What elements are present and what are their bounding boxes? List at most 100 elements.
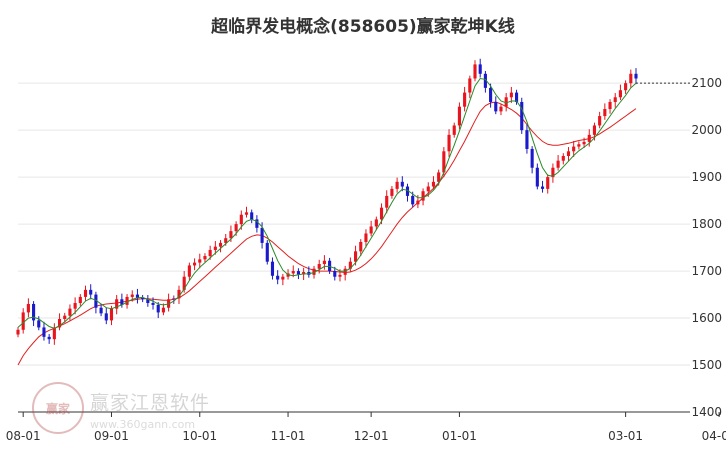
candle-body xyxy=(270,261,275,276)
candle-body xyxy=(239,214,243,225)
x-tick-label: 01-01 xyxy=(442,429,477,443)
x-tick-label: 09-01 xyxy=(94,429,129,443)
candle xyxy=(572,140,576,157)
candle xyxy=(463,86,467,112)
candle-body xyxy=(276,275,280,280)
y-tick-label: 1900 xyxy=(691,170,722,184)
y-tick-label: 1600 xyxy=(691,311,722,325)
y-tick-label: 1700 xyxy=(691,264,722,278)
candle-body xyxy=(411,195,415,205)
candle xyxy=(395,177,399,193)
candle-body xyxy=(447,134,451,152)
candle xyxy=(634,68,638,85)
candle xyxy=(400,176,404,192)
candle xyxy=(172,295,176,304)
candle-body xyxy=(198,259,202,263)
candle xyxy=(473,60,477,82)
candle-body xyxy=(250,212,254,220)
candle-body xyxy=(551,167,555,178)
candle xyxy=(452,122,456,138)
candle-body xyxy=(379,207,384,220)
candle xyxy=(556,155,560,171)
candle-body xyxy=(421,191,425,201)
candle-body xyxy=(369,226,373,234)
candle-body xyxy=(109,308,114,321)
y-tick-label: 1500 xyxy=(691,358,722,372)
candle-body xyxy=(125,296,129,305)
candle xyxy=(561,153,565,165)
candle-body xyxy=(608,101,612,110)
candle xyxy=(244,206,249,218)
ma-short-line xyxy=(17,77,637,329)
candle-body xyxy=(322,260,326,265)
candle xyxy=(489,83,493,108)
candle-body xyxy=(348,261,352,269)
candle-body xyxy=(509,92,513,98)
candle-body xyxy=(494,101,498,112)
candle xyxy=(21,308,25,334)
candle xyxy=(333,266,337,281)
candle xyxy=(566,147,571,161)
candle xyxy=(167,293,171,312)
candle xyxy=(629,69,633,88)
candle-body xyxy=(359,241,363,252)
candle-body xyxy=(130,294,134,297)
candle-body xyxy=(457,106,461,126)
candle-body xyxy=(218,242,223,247)
candle-body xyxy=(16,329,20,335)
candle xyxy=(582,137,586,149)
candle xyxy=(322,255,326,270)
candle xyxy=(540,180,545,193)
candle xyxy=(520,97,524,134)
candle-body xyxy=(317,264,321,269)
candle xyxy=(359,239,363,257)
candle xyxy=(42,321,46,341)
candle-body xyxy=(182,276,186,290)
candle-body xyxy=(400,181,404,187)
candle xyxy=(603,103,607,120)
candle xyxy=(115,295,119,315)
y-axis-labels: 1400 1500 1600 1700 1800 1900 2000 2100 xyxy=(691,76,722,419)
candle-body xyxy=(203,256,207,260)
candle-body xyxy=(161,307,165,313)
x-tick-label: 03-01 xyxy=(608,429,643,443)
candle xyxy=(250,209,254,224)
candle xyxy=(26,298,30,318)
candle-body xyxy=(354,251,358,262)
candle-body xyxy=(395,181,399,189)
ma-long-series xyxy=(17,101,637,366)
candle xyxy=(156,302,160,319)
candle-body xyxy=(177,289,181,299)
candle-body xyxy=(120,299,124,305)
candle xyxy=(613,93,617,108)
candle xyxy=(494,96,498,115)
candle-body xyxy=(405,186,410,196)
candle xyxy=(546,174,550,194)
candle-body xyxy=(255,219,259,228)
candle-body xyxy=(504,97,508,107)
candle xyxy=(281,273,285,286)
x-tick-label: 12-01 xyxy=(354,429,389,443)
x-tick-label: 08-01 xyxy=(6,429,41,443)
candle-body xyxy=(172,298,176,300)
candle-body xyxy=(634,73,638,79)
candle xyxy=(364,229,368,248)
candle-body xyxy=(68,308,72,316)
candle-body xyxy=(561,155,565,161)
candle-body xyxy=(37,320,41,328)
candle xyxy=(551,163,555,183)
candle xyxy=(374,216,378,231)
candle-body xyxy=(514,92,519,102)
candle-body xyxy=(141,297,145,300)
candle xyxy=(177,285,181,304)
candle-body xyxy=(618,90,622,98)
candle xyxy=(125,294,129,309)
x-axis xyxy=(18,82,720,417)
candle-body xyxy=(333,271,337,277)
ma-long-line xyxy=(17,101,637,366)
candle xyxy=(457,102,461,130)
x-tick-label: 11-01 xyxy=(271,429,306,443)
candle-body xyxy=(338,274,342,277)
candle xyxy=(478,58,482,78)
